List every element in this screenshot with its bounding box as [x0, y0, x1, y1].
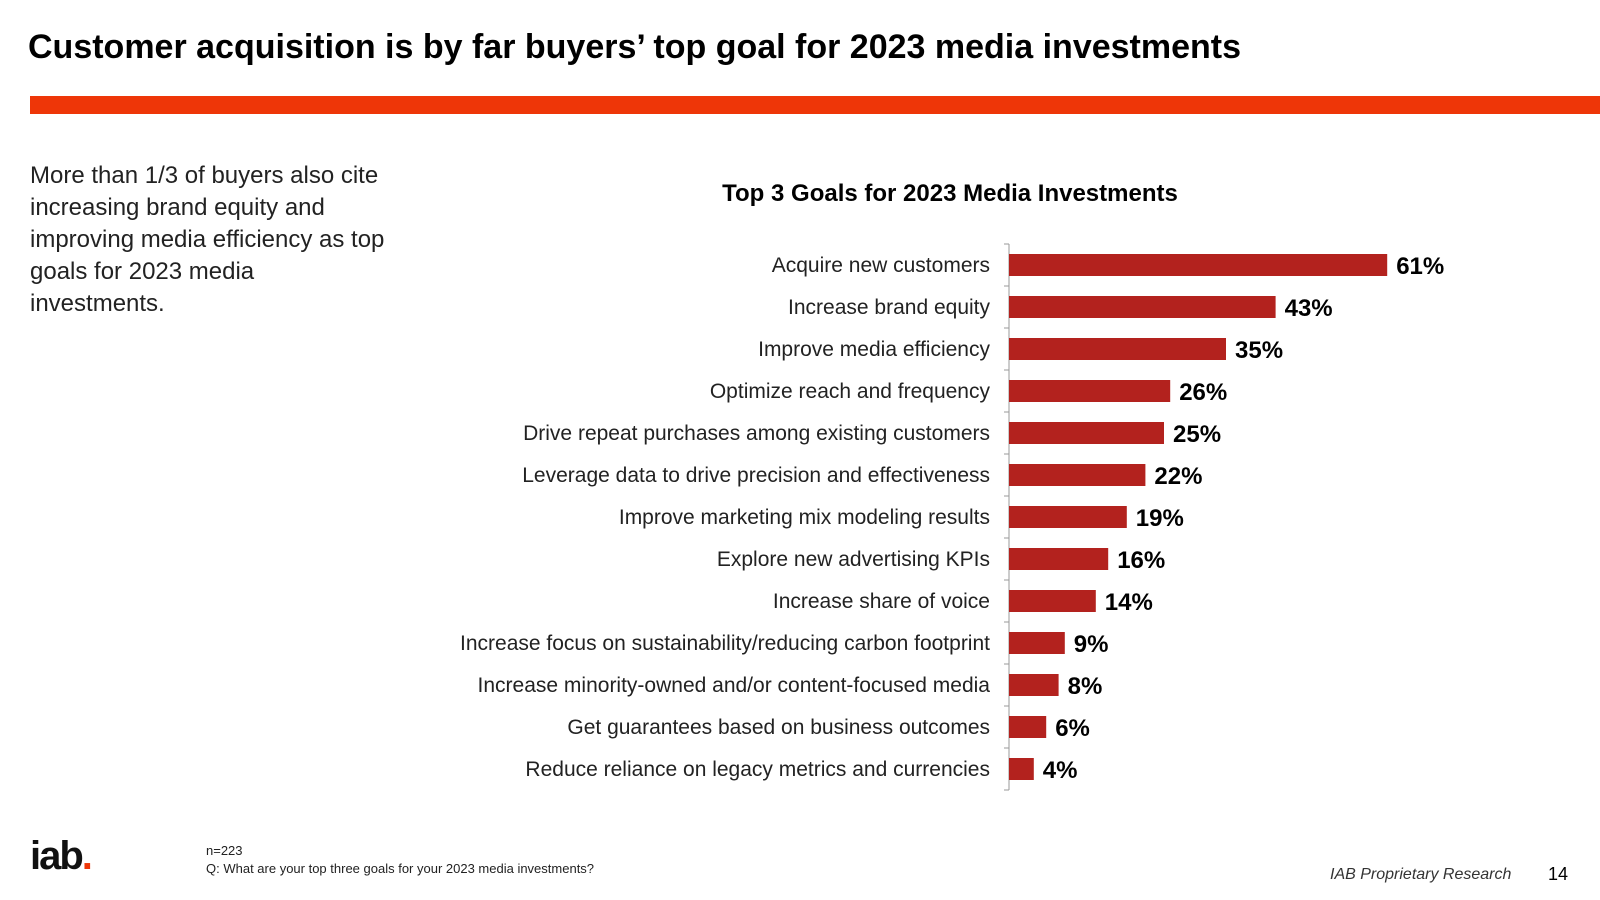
bar	[1009, 632, 1065, 654]
category-label: Increase share of voice	[773, 590, 990, 613]
logo-dot: .	[81, 834, 93, 878]
iab-logo: iab.	[30, 834, 93, 878]
bar	[1009, 758, 1034, 780]
bar	[1009, 674, 1059, 696]
sample-size: n=223	[206, 843, 243, 858]
data-label: 26%	[1179, 379, 1227, 406]
source-label: IAB Proprietary Research	[1330, 866, 1512, 883]
category-label: Leverage data to drive precision and eff…	[522, 464, 990, 487]
category-label: Drive repeat purchases among existing cu…	[523, 422, 990, 445]
logo-text: iab	[30, 834, 84, 878]
category-label: Acquire new customers	[772, 254, 990, 277]
category-label: Improve marketing mix modeling results	[619, 506, 990, 529]
footnote: n=223 Q: What are your top three goals f…	[206, 842, 594, 878]
category-label: Increase brand equity	[788, 296, 990, 319]
category-label: Increase minority-owned and/or content-f…	[478, 674, 991, 697]
data-label: 8%	[1068, 673, 1103, 700]
bar	[1009, 296, 1276, 318]
category-label: Reduce reliance on legacy metrics and cu…	[525, 758, 990, 781]
category-label: Explore new advertising KPIs	[717, 548, 990, 571]
data-label: 61%	[1396, 253, 1444, 280]
data-label: 14%	[1105, 589, 1153, 616]
bar	[1009, 716, 1047, 738]
data-label: 35%	[1235, 337, 1283, 364]
summary-text: More than 1/3 of buyers also cite increa…	[30, 162, 385, 317]
bar	[1009, 380, 1171, 402]
chart-title: Top 3 Goals for 2023 Media Investments	[722, 180, 1178, 207]
accent-bar	[30, 96, 1600, 114]
page-title: Customer acquisition is by far buyers’ t…	[28, 28, 1242, 66]
bar	[1009, 506, 1127, 528]
data-label: 6%	[1055, 715, 1090, 742]
data-label: 4%	[1043, 757, 1078, 784]
data-label: 25%	[1173, 421, 1221, 448]
data-label: 43%	[1285, 295, 1333, 322]
category-label: Optimize reach and frequency	[710, 380, 991, 403]
bar	[1009, 338, 1226, 360]
data-label: 16%	[1117, 547, 1165, 574]
data-label: 22%	[1154, 463, 1202, 490]
category-label: Improve media efficiency	[758, 338, 990, 361]
bar	[1009, 590, 1096, 612]
bar	[1009, 548, 1109, 570]
category-label: Increase focus on sustainability/reducin…	[460, 632, 990, 655]
category-label: Get guarantees based on business outcome…	[567, 716, 990, 739]
page-number: 14	[1548, 864, 1569, 884]
data-label: 19%	[1136, 505, 1184, 532]
survey-question: Q: What are your top three goals for you…	[206, 861, 595, 876]
data-label: 9%	[1074, 631, 1109, 658]
bar	[1009, 464, 1146, 486]
bar	[1009, 422, 1164, 444]
bar	[1009, 254, 1388, 276]
